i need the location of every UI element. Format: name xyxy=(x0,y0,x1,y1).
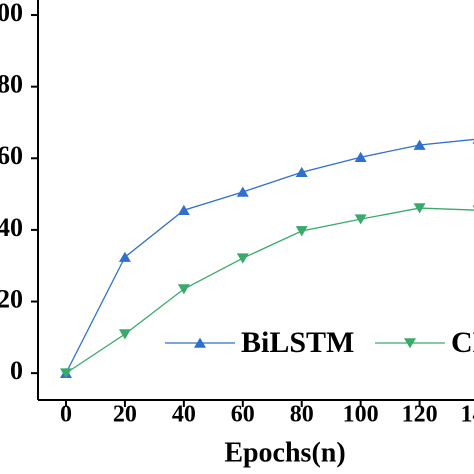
point xyxy=(354,214,367,225)
y-tick-label: 80 xyxy=(0,70,23,99)
point xyxy=(59,368,72,379)
y-tick-label: 100 xyxy=(0,0,23,27)
point xyxy=(295,226,308,237)
x-tick-label: 60 xyxy=(231,402,255,428)
x-tick-label: 100 xyxy=(343,402,379,428)
legend-label: BiLSTM xyxy=(241,326,354,359)
x-tick-label: 40 xyxy=(172,402,196,428)
point xyxy=(236,253,249,264)
x-tick-label: 80 xyxy=(290,402,314,428)
x-tick-label: 0 xyxy=(60,402,72,428)
y-tick-label: 0 xyxy=(10,356,23,385)
x-tick-label: 140 xyxy=(461,402,474,428)
series-line xyxy=(65,207,474,374)
point xyxy=(413,203,426,214)
series-line xyxy=(65,138,474,374)
point xyxy=(295,166,308,178)
point xyxy=(177,204,190,216)
point xyxy=(354,151,367,163)
y-tick-label: 20 xyxy=(0,284,23,313)
legend-label: CNN xyxy=(451,326,474,359)
point xyxy=(404,338,416,349)
x-tick-label: 20 xyxy=(113,402,137,428)
point xyxy=(236,186,249,197)
point xyxy=(194,337,206,348)
x-tick-label: 120 xyxy=(402,402,438,428)
x-axis-label: Epochs(n) xyxy=(224,437,345,468)
point xyxy=(118,251,131,262)
y-tick-label: 60 xyxy=(0,141,23,170)
point xyxy=(177,284,190,295)
point xyxy=(118,329,131,340)
point xyxy=(413,139,426,150)
y-tick-label: 40 xyxy=(0,213,23,242)
